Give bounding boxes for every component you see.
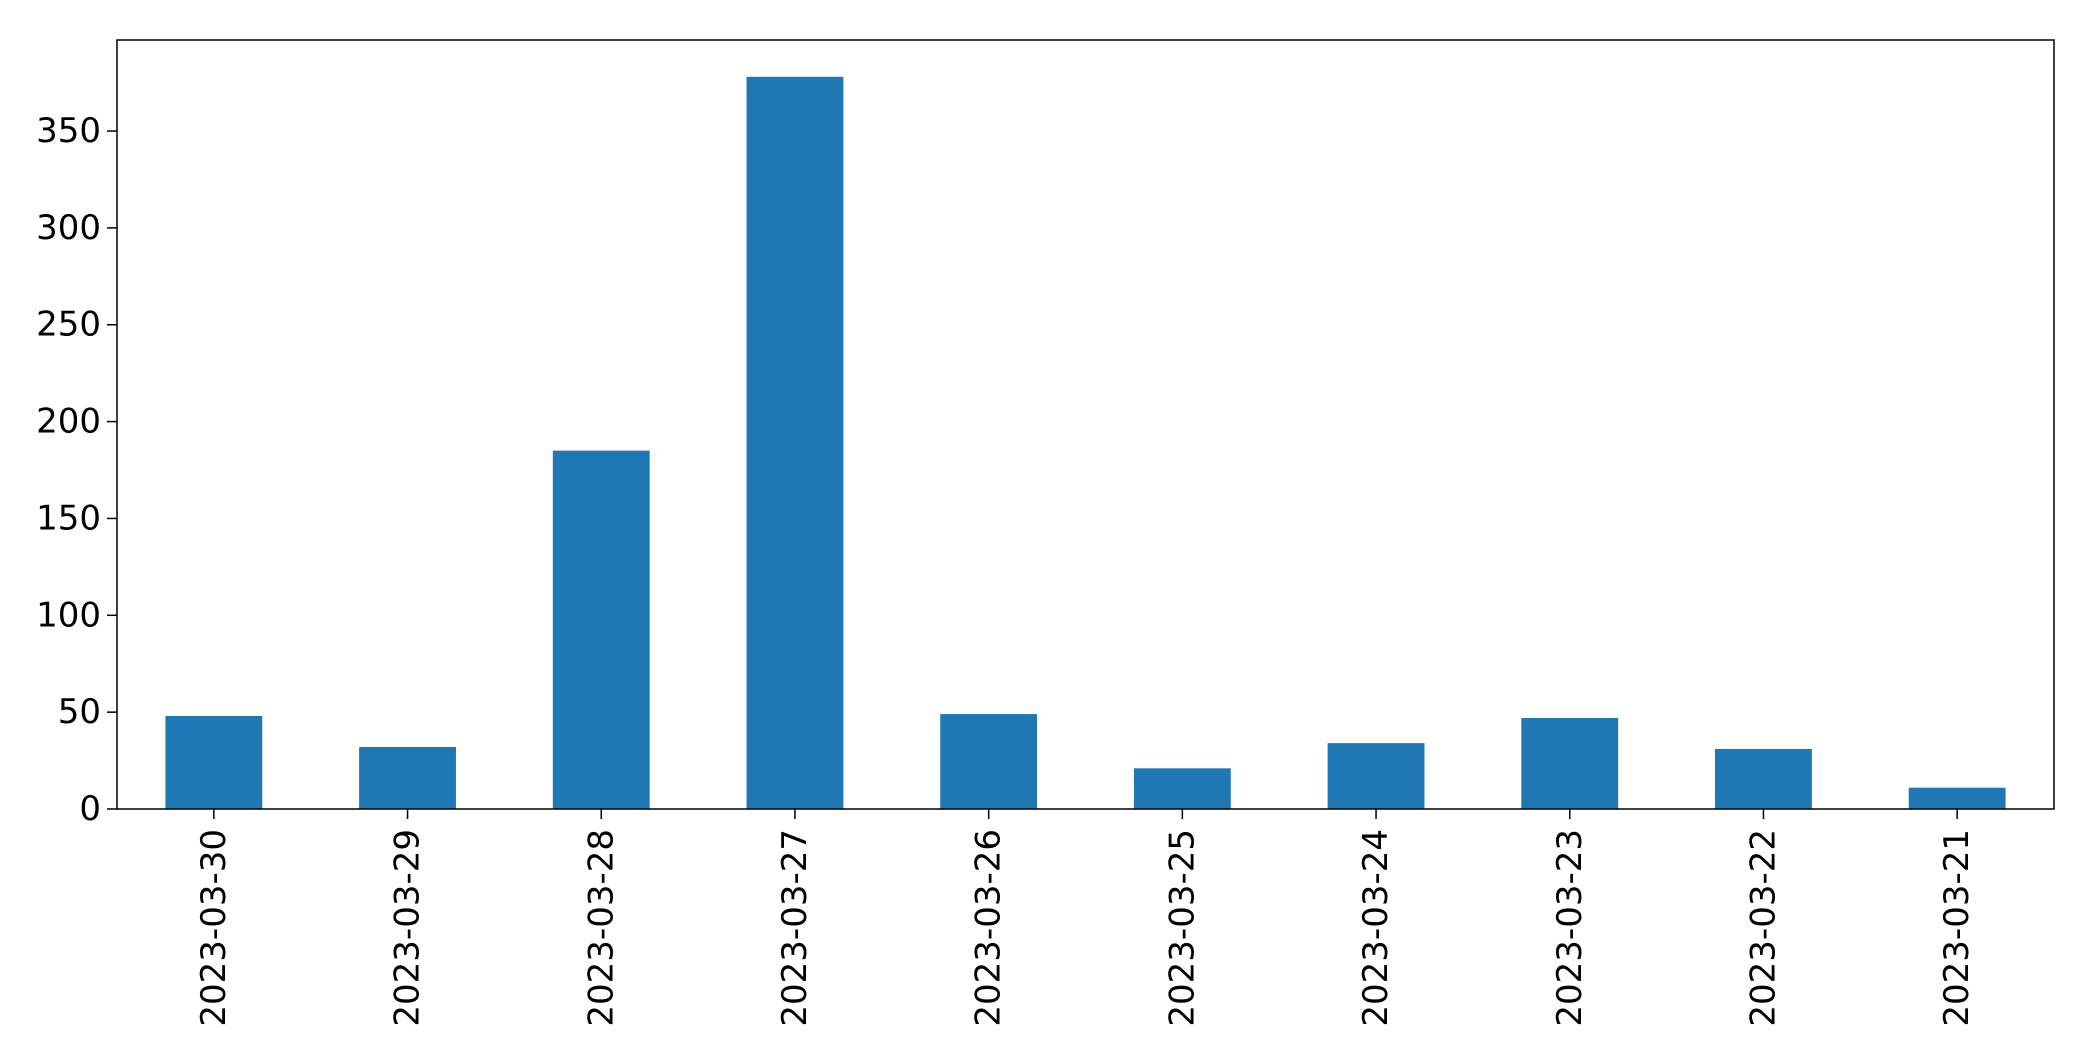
bar-2023-03-27 xyxy=(746,76,844,809)
bar-2023-03-26 xyxy=(940,714,1038,809)
y-tick-label: 150 xyxy=(36,498,101,538)
y-axis-ticks: 0 50 100 150 200 250 300 350 xyxy=(36,111,117,829)
x-tick-label: 2023-03-29 xyxy=(388,829,428,1027)
x-tick-label: 2023-03-25 xyxy=(1162,829,1202,1027)
x-tick-label: 2023-03-24 xyxy=(1356,829,1396,1027)
y-tick-label: 300 xyxy=(36,208,101,248)
bar-2023-03-30 xyxy=(165,716,263,809)
bar-2023-03-25 xyxy=(1133,768,1231,809)
x-tick-label: 2023-03-23 xyxy=(1550,829,1590,1027)
y-tick-label: 200 xyxy=(36,402,101,442)
bar-2023-03-21 xyxy=(1908,787,2006,809)
x-tick-label: 2023-03-28 xyxy=(581,829,621,1027)
x-tick-label: 2023-03-22 xyxy=(1743,829,1783,1027)
plot-frame xyxy=(116,39,2055,810)
bar-2023-03-22 xyxy=(1715,748,1812,809)
x-tick-label: 2023-03-26 xyxy=(969,829,1009,1027)
bar-2023-03-24 xyxy=(1327,743,1425,809)
bar-2023-03-28 xyxy=(552,450,650,809)
x-tick-label: 2023-03-27 xyxy=(775,829,815,1027)
x-tick-label: 2023-03-30 xyxy=(194,829,234,1027)
y-tick-label: 350 xyxy=(36,111,101,151)
y-tick-label: 250 xyxy=(36,305,101,345)
x-axis-ticks: 2023-03-30 2023-03-29 2023-03-28 2023-03-27… xyxy=(194,809,1977,1027)
y-tick-label: 0 xyxy=(79,789,101,829)
y-tick-label: 50 xyxy=(58,692,101,732)
bar-2023-03-23 xyxy=(1521,717,1619,809)
y-tick-label: 100 xyxy=(36,595,101,635)
x-tick-label: 2023-03-21 xyxy=(1937,829,1977,1027)
bars-group xyxy=(165,76,2006,809)
bar-2023-03-29 xyxy=(359,747,456,809)
